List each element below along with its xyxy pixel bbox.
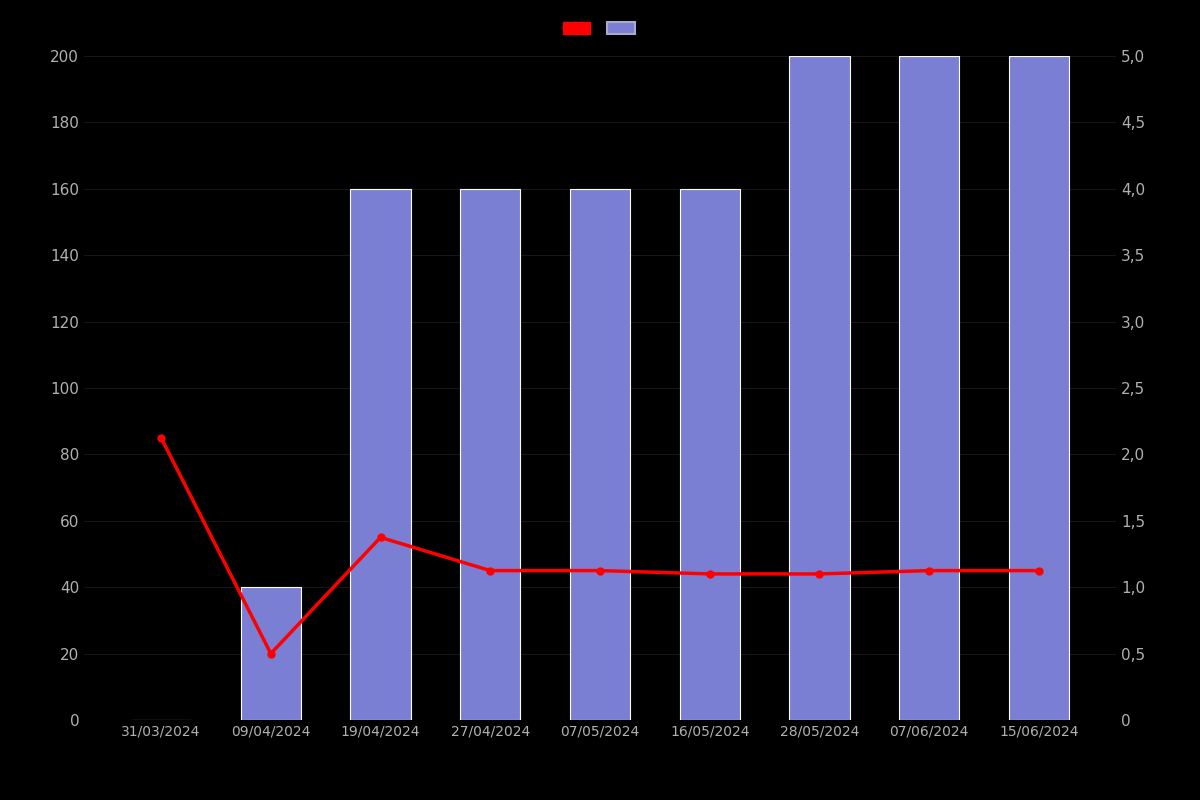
Bar	[350, 189, 410, 720]
Legend: , : ,	[557, 17, 643, 42]
Bar	[570, 189, 630, 720]
Bar	[790, 56, 850, 720]
Bar	[899, 56, 959, 720]
Bar	[460, 189, 521, 720]
Bar	[679, 189, 740, 720]
Bar	[241, 587, 301, 720]
Bar	[1009, 56, 1069, 720]
